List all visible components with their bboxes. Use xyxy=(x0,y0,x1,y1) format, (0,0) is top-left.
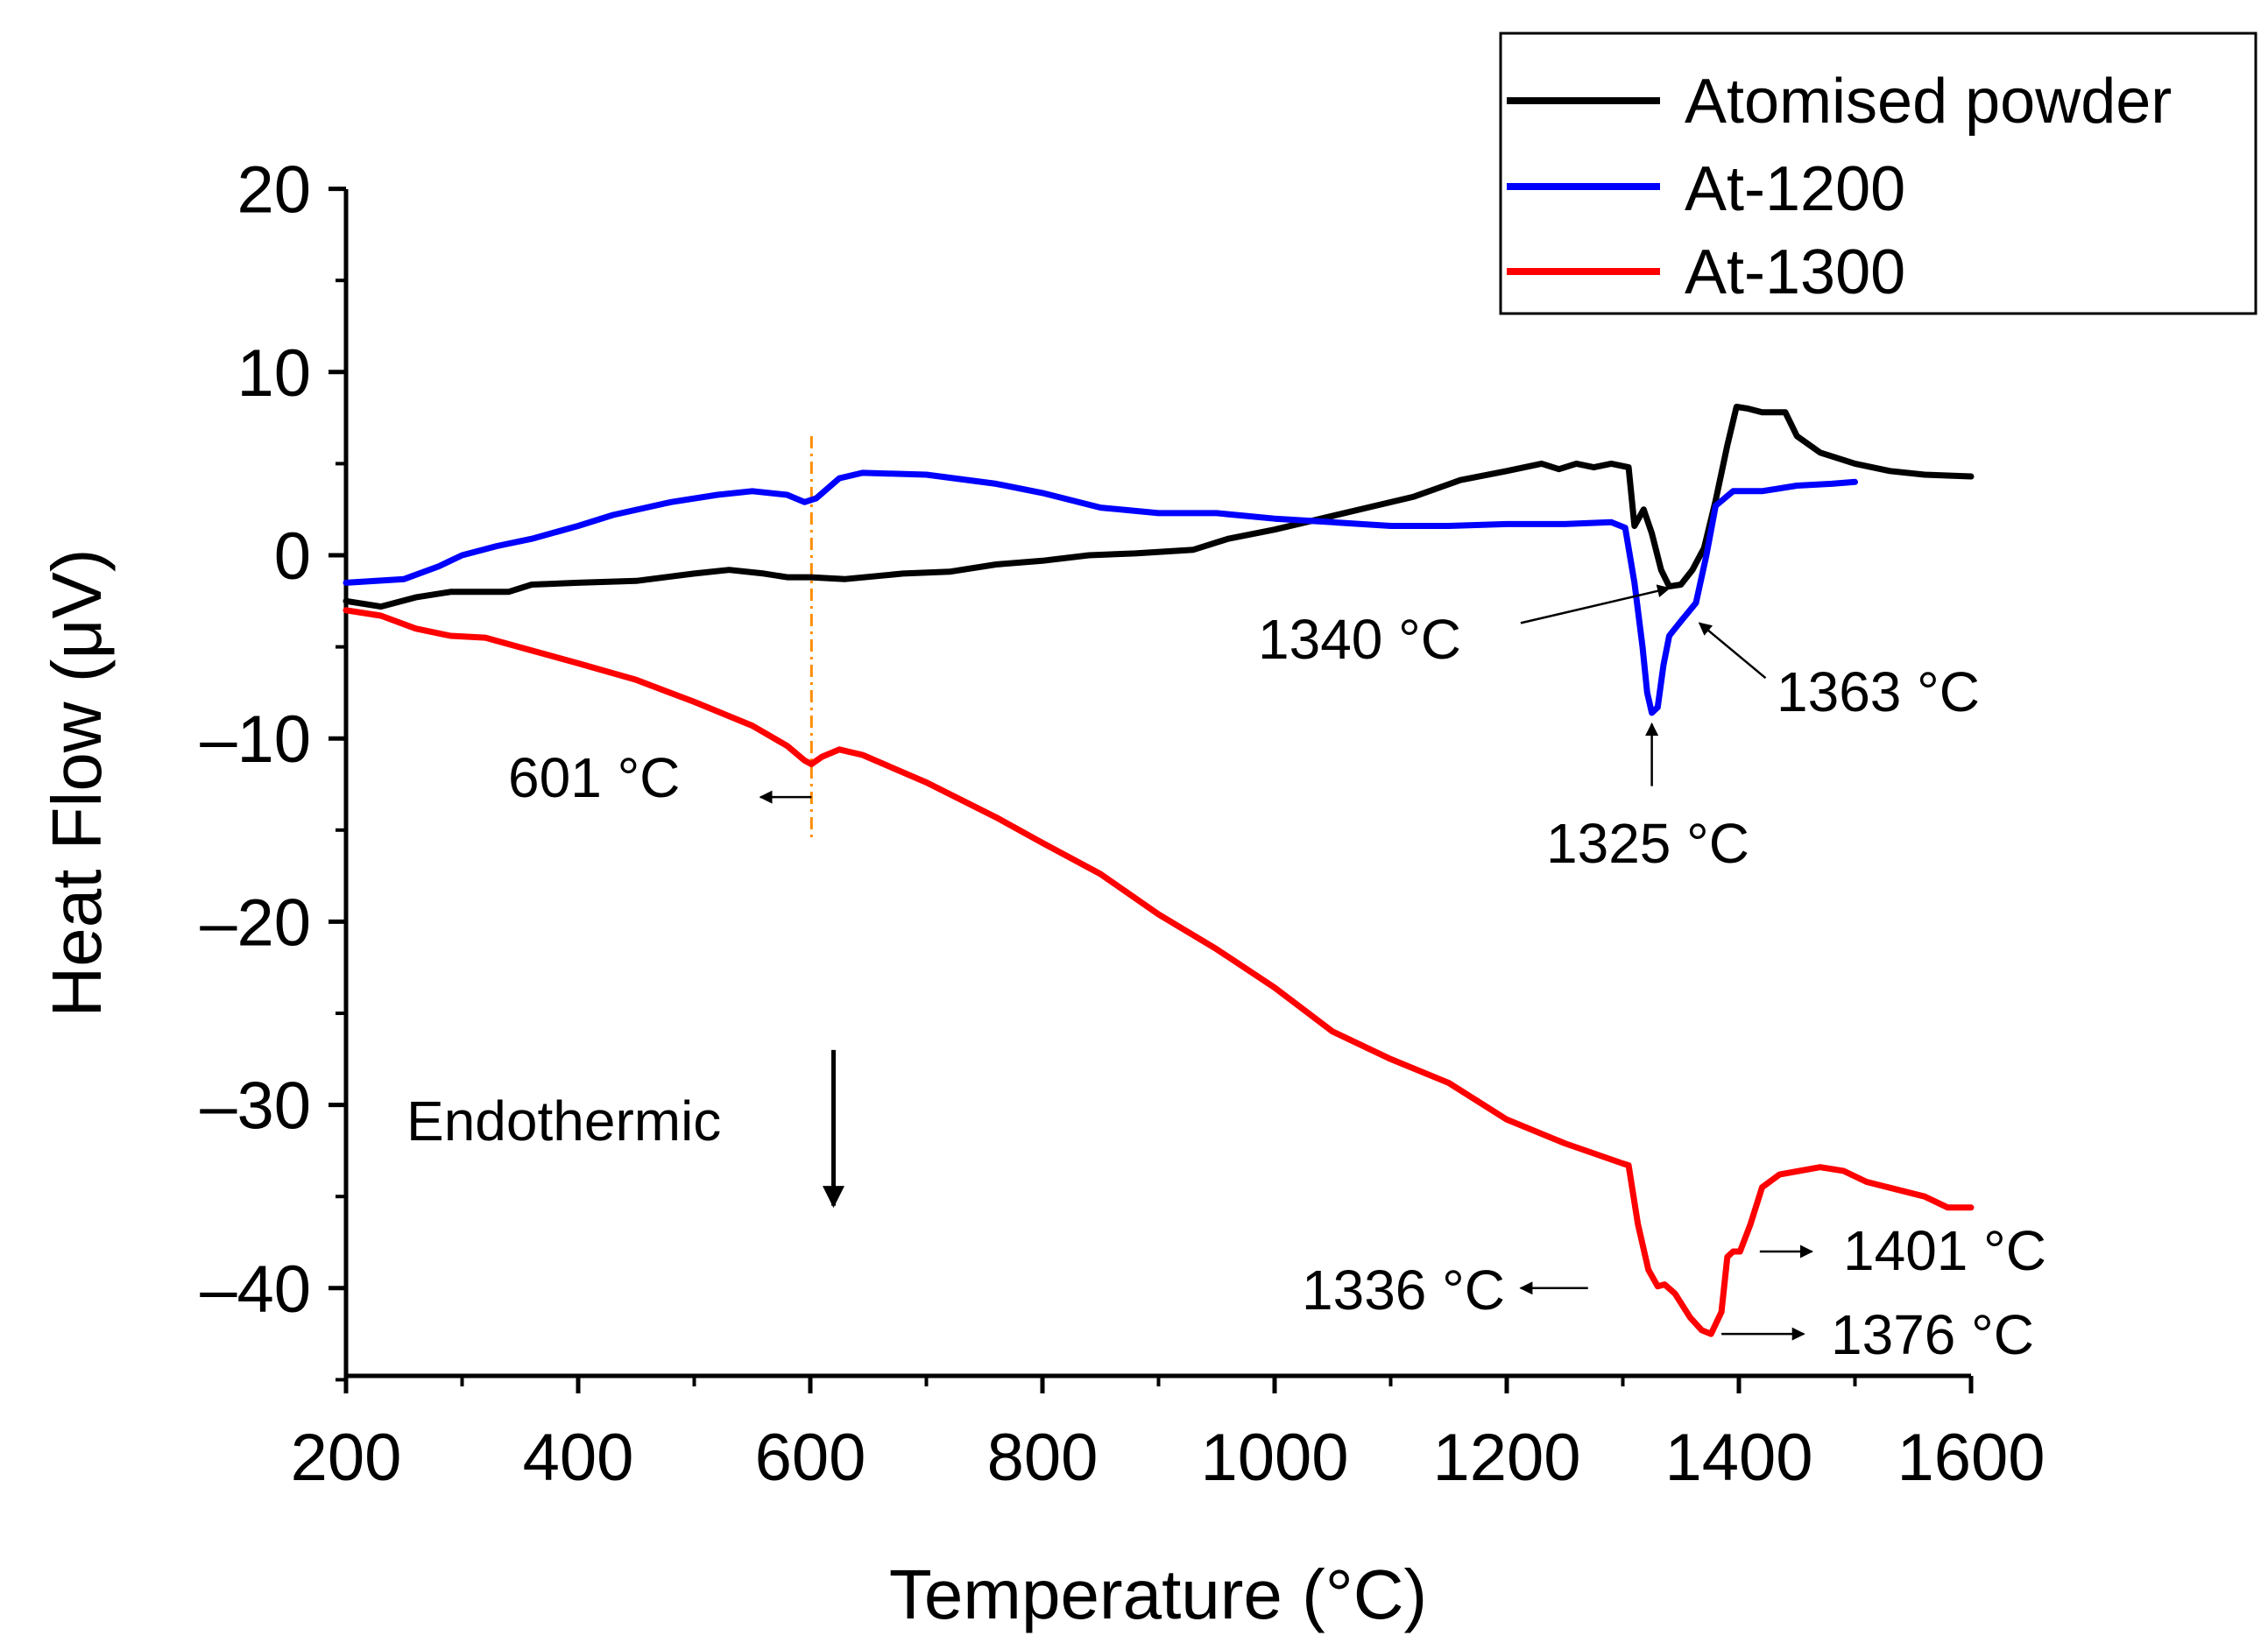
y-axis-title: Heat Flow (μV) xyxy=(38,548,116,1017)
legend-box xyxy=(1499,32,2257,315)
x-tick-label: 1600 xyxy=(1897,1421,2045,1495)
y-tick-label: –20 xyxy=(200,885,311,960)
annotation-label: 1401 °C xyxy=(1843,1219,2046,1282)
y-tick-label: 0 xyxy=(274,519,311,594)
y-tick-label: –40 xyxy=(200,1252,311,1327)
y-ticks: 20 10 0 –10 –20 –30 –40 xyxy=(200,153,346,1382)
legend-label-at1300: At-1300 xyxy=(1685,237,1905,307)
y-tick-label: –30 xyxy=(200,1069,311,1144)
x-tick-label: 600 xyxy=(755,1421,866,1495)
annotation-label: 601 °C xyxy=(508,746,680,809)
legend-label-atomised: Atomised powder xyxy=(1685,67,2172,137)
x-tick-label: 1400 xyxy=(1664,1421,1812,1495)
x-tick-label: 800 xyxy=(987,1421,1099,1495)
x-tick-label: 400 xyxy=(523,1421,634,1495)
annotation-label: 1340 °C xyxy=(1258,608,1461,671)
series-atomised-powder xyxy=(343,404,1975,610)
endothermic-label: Endothermic xyxy=(406,1089,721,1153)
y-tick-label: –10 xyxy=(200,702,311,777)
x-ticks: 200 400 600 800 1000 1200 1400 1600 xyxy=(291,1376,2045,1495)
x-tick-label: 1000 xyxy=(1200,1421,1348,1495)
series-at-1200 xyxy=(343,469,1858,716)
annotation-arrow xyxy=(1698,622,1767,680)
annotation-label: 1363 °C xyxy=(1777,660,1980,723)
annotation-label: 1376 °C xyxy=(1831,1303,2034,1366)
y-tick-label: 10 xyxy=(237,336,311,411)
y-tick-label: 20 xyxy=(237,153,311,228)
x-tick-label: 1200 xyxy=(1432,1421,1580,1495)
series-at-1300 xyxy=(343,607,1975,1337)
annotation-label: 1325 °C xyxy=(1546,812,1749,875)
legend: Atomised powder At-1200 At-1300 xyxy=(1499,32,2257,315)
series-group xyxy=(343,404,1975,1337)
x-tick-label: 200 xyxy=(291,1421,402,1495)
annotation-group: 601 °C 1340 °C 1363 °C 1325 °C 1336 °C 1401 °… xyxy=(508,584,2046,1366)
annotation-label: 1336 °C xyxy=(1302,1259,1505,1322)
legend-label-at1200: At-1200 xyxy=(1685,154,1905,224)
annotation-arrow xyxy=(1520,584,1671,624)
x-axis-title: Temperature (°C) xyxy=(889,1555,1427,1633)
